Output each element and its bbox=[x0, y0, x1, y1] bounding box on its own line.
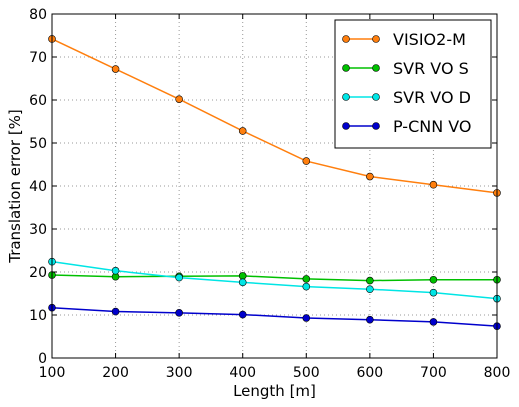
series-p-cnn-vo bbox=[48, 303, 501, 330]
data-point bbox=[302, 157, 311, 165]
series-line bbox=[51, 274, 497, 282]
legend-item: SVR VO S bbox=[342, 59, 469, 78]
x-tick-label: 700 bbox=[420, 365, 447, 381]
legend-item: SVR VO D bbox=[342, 88, 471, 107]
x-tick-label: 500 bbox=[293, 365, 320, 381]
data-point bbox=[238, 278, 247, 287]
series-lines bbox=[48, 35, 501, 330]
legend-item: VISIO2-M bbox=[342, 30, 466, 49]
series-svr-vo-s bbox=[48, 271, 501, 285]
series-line bbox=[51, 38, 498, 194]
data-point bbox=[111, 266, 120, 275]
y-tick-label: 50 bbox=[29, 136, 47, 152]
legend-label: SVR VO D bbox=[393, 88, 471, 107]
legend-marker bbox=[372, 64, 380, 72]
y-tick-label: 80 bbox=[29, 7, 47, 23]
data-point bbox=[429, 275, 438, 284]
series-visio2-m bbox=[48, 35, 501, 197]
y-tick-label: 0 bbox=[38, 351, 47, 367]
data-point bbox=[238, 272, 247, 280]
legend-marker bbox=[372, 93, 380, 101]
data-point bbox=[429, 318, 438, 326]
data-point bbox=[175, 273, 183, 282]
y-tick-label: 10 bbox=[29, 308, 47, 324]
legend-label: VISIO2-M bbox=[393, 30, 466, 49]
data-point bbox=[366, 285, 374, 294]
legend-marker bbox=[342, 64, 350, 72]
data-point bbox=[429, 288, 438, 297]
y-tick-label: 70 bbox=[29, 50, 47, 66]
x-tick-label: 100 bbox=[39, 365, 66, 381]
legend: VISIO2-M SVR VO S SVR VO D P-CNN VO bbox=[334, 19, 492, 149]
y-tick-label: 30 bbox=[29, 222, 47, 238]
legend-marker bbox=[342, 35, 350, 43]
y-axis-label: Translation error [%] bbox=[6, 109, 24, 264]
series-svr-vo-d bbox=[48, 257, 501, 303]
legend-marker bbox=[372, 122, 380, 130]
data-point bbox=[111, 65, 120, 73]
y-tick-label: 20 bbox=[29, 265, 47, 281]
y-tick-label: 60 bbox=[29, 93, 47, 109]
x-tick-label: 400 bbox=[229, 365, 256, 381]
data-point bbox=[111, 307, 120, 316]
data-point bbox=[302, 314, 311, 322]
axis-ticks: 100 200 300 400 500 600 700 800 0 10 20 30 40 50 60 70 8… bbox=[29, 7, 510, 381]
x-tick-label: 200 bbox=[102, 365, 129, 381]
data-point bbox=[366, 172, 374, 181]
legend-marker bbox=[342, 93, 350, 101]
data-point bbox=[366, 315, 374, 324]
legend-marker bbox=[342, 122, 350, 130]
series-line bbox=[51, 306, 498, 327]
legend-item: P-CNN VO bbox=[342, 117, 472, 136]
data-point bbox=[429, 180, 438, 189]
x-tick-label: 800 bbox=[484, 365, 511, 381]
legend-marker bbox=[372, 35, 380, 43]
data-point bbox=[302, 282, 311, 291]
data-point bbox=[302, 275, 311, 283]
data-point bbox=[366, 276, 374, 285]
data-point bbox=[238, 127, 247, 135]
series-line bbox=[51, 260, 498, 300]
legend-label: P-CNN VO bbox=[393, 117, 472, 136]
x-axis-label: Length [m] bbox=[233, 382, 316, 400]
x-tick-label: 600 bbox=[356, 365, 383, 381]
y-tick-label: 40 bbox=[29, 179, 47, 195]
data-point bbox=[175, 95, 183, 103]
data-point bbox=[238, 310, 247, 319]
x-tick-label: 300 bbox=[166, 365, 193, 381]
data-point bbox=[175, 309, 183, 317]
legend-label: SVR VO S bbox=[393, 59, 469, 78]
